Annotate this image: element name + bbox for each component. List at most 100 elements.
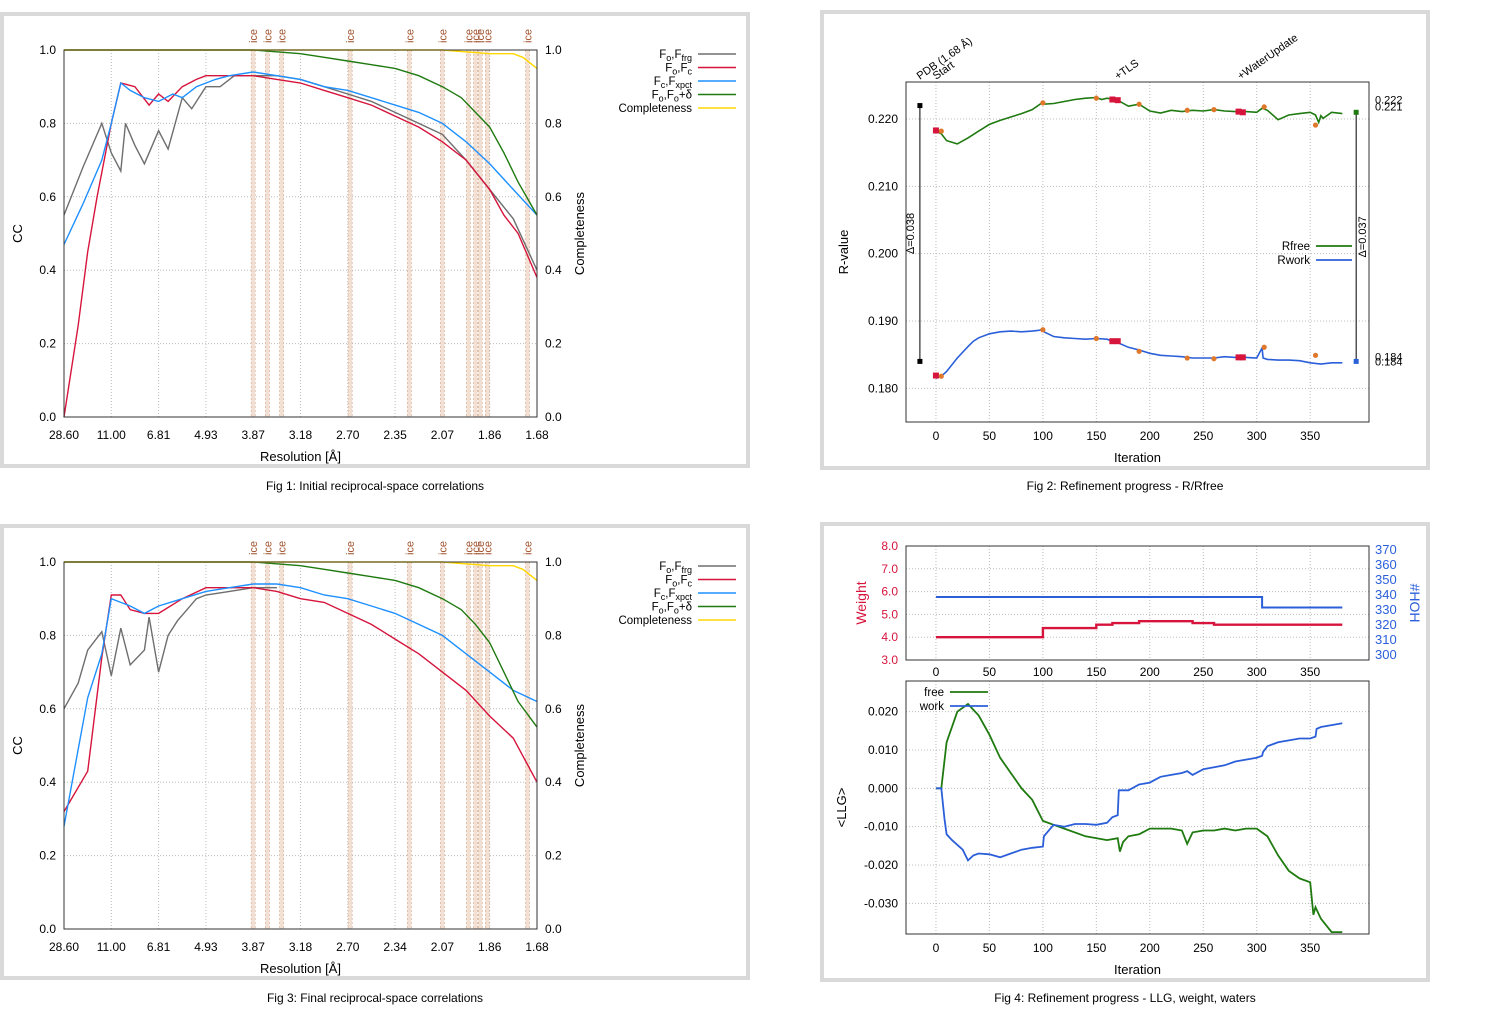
fig1-x-label: Resolution [Å]: [260, 449, 341, 464]
fig1-legend-label: Completeness: [618, 103, 692, 115]
fig2-point-red: [1114, 97, 1121, 104]
fig1-ice-label: ice: [277, 29, 289, 43]
fig3-x-tick: 11.00: [97, 940, 126, 954]
fig3-ice-label: ice: [248, 541, 260, 555]
fig2-y-tick: 0.180: [868, 381, 898, 395]
fig3-y2-tick: 0.6: [545, 702, 562, 716]
fig2-point-orange: [1040, 100, 1046, 106]
fig4-series-free: [935, 702, 1343, 934]
fig1-ice-ring: [406, 49, 412, 418]
fig4-hoh-tick: 360: [1375, 557, 1397, 572]
fig1-x-tick: 6.81: [147, 428, 171, 442]
fig3-legend-label: Fo,Fo+δ: [652, 602, 692, 616]
fig1-ice-ring: [250, 49, 256, 418]
fig3-ice-label: ice: [277, 541, 289, 555]
fig3-y-tick: 0.4: [39, 775, 56, 789]
fig3-ice-label: ice: [345, 541, 357, 555]
fig2-annotation: +TLS: [1113, 57, 1142, 82]
fig1-ice-label: ice: [523, 29, 535, 43]
fig4-weight-tick: 5.0: [881, 607, 898, 621]
fig4-weight-line: [935, 619, 1343, 639]
fig4-x-tick: 100: [1033, 941, 1053, 955]
fig4-top-x-tick: 350: [1300, 665, 1320, 679]
fig4-weight-tick: 4.0: [881, 630, 898, 644]
fig2-x-tick: 250: [1193, 429, 1213, 443]
fig4-x-label: Iteration: [1114, 962, 1161, 977]
fig2-x-tick: 100: [1033, 429, 1053, 443]
fig3-caption: Fig 3: Final reciprocal-space correlatio…: [266, 991, 484, 1005]
fig4-chart: 0 50 100 150 200 250 300 350 3.0 4.0 5.0 6.0 7.0 8.0 3…: [834, 539, 1423, 977]
fig1-panel: 28.60 11.00 6.81 4.93 3.87 3.18 2.70 2.35 2.07 1.…: [0, 12, 750, 468]
fig3-ice-label: ice: [471, 541, 483, 555]
fig4-x-tick: 250: [1193, 941, 1213, 955]
fig2-x-tick: 50: [983, 429, 997, 443]
fig2-point-end: [1353, 358, 1359, 364]
fig2-point-red: [1239, 109, 1246, 116]
fig3-ice-label: ice: [482, 541, 494, 555]
fig3-x-tick: 2.70: [336, 940, 360, 954]
fig2-point-orange: [1312, 352, 1319, 358]
fig3-ice-ring: [440, 561, 445, 930]
fig3-y2-tick: 1.0: [545, 555, 562, 569]
fig3-x-tick: 28.60: [49, 940, 79, 954]
fig4-hoh-tick: 340: [1375, 587, 1397, 602]
fig1-x-tick: 2.70: [336, 428, 360, 442]
fig3-chart: 28.60 11.00 6.81 4.93 3.87 3.18 2.70 2.34 2.07 1.…: [10, 541, 736, 976]
fig1-x-tick: 11.00: [97, 428, 126, 442]
fig3-ice-label: ice: [404, 541, 416, 555]
fig4-hoh-tick: 350: [1375, 572, 1397, 587]
fig3-y-label: CC: [10, 736, 25, 755]
fig2-y-tick: 0.220: [868, 112, 898, 126]
fig2-point-orange: [938, 128, 944, 134]
fig3-plot-frame: [63, 561, 538, 930]
fig3-series-2: [63, 583, 538, 827]
fig3-y-tick: 0.0: [39, 922, 56, 936]
fig3-y2-tick: 0.8: [545, 628, 562, 642]
fig2-point-orange: [938, 373, 944, 379]
fig2-y-tick: 0.190: [868, 314, 898, 328]
fig4-hoh-tick: 310: [1375, 632, 1397, 647]
fig1-ice-ring: [440, 49, 445, 418]
fig1-legend-label: Fo,Ffrg: [659, 49, 692, 63]
fig2-point-red: [1235, 108, 1242, 115]
fig4-weight-tick: 3.0: [881, 653, 898, 667]
fig2-point-orange: [1261, 104, 1267, 110]
fig2-point-orange: [1211, 107, 1217, 113]
fig4-top-x-tick: 200: [1140, 665, 1160, 679]
fig4-y-tick: -0.010: [864, 820, 898, 834]
fig2-point-red: [932, 127, 939, 134]
fig1-y-tick: 0.4: [39, 263, 56, 277]
fig2-point-red: [1239, 354, 1246, 361]
fig4-x-tick: 200: [1140, 941, 1160, 955]
fig3-y-tick: 0.8: [39, 628, 56, 642]
fig4-hoh-tick: 370: [1375, 542, 1397, 557]
fig2-point-orange: [1184, 355, 1190, 361]
fig1-y2-tick: 0.4: [545, 263, 562, 277]
fig4-plot-frame: [905, 680, 1370, 935]
fig2-point-red: [1109, 96, 1116, 103]
fig4-y-label: <LLG>: [834, 788, 849, 828]
fig1-series-0: [63, 75, 538, 271]
fig1-x-tick: 3.18: [289, 428, 313, 442]
fig1-series-2: [63, 71, 538, 245]
fig1-chart: 28.60 11.00 6.81 4.93 3.87 3.18 2.70 2.35 2.07 1.…: [10, 29, 736, 464]
fig3-x-label: Resolution [Å]: [260, 961, 341, 976]
fig3-panel: 28.60 11.00 6.81 4.93 3.87 3.18 2.70 2.34 2.07 1.…: [0, 524, 750, 980]
fig1-legend-label: Fc,Fxpct: [654, 76, 693, 90]
fig1-ice-label: ice: [345, 29, 357, 43]
fig2-point-red: [932, 372, 939, 379]
fig3-x-tick: 3.18: [289, 940, 313, 954]
fig3-series-0: [63, 587, 277, 710]
fig2-point-orange: [1093, 95, 1099, 101]
fig2-point-orange: [1040, 327, 1046, 333]
fig3-ice-ring: [473, 561, 478, 930]
fig2-point-orange: [1211, 356, 1217, 362]
fig4-y-tick: -0.030: [864, 896, 898, 910]
fig1-ice-ring: [525, 49, 530, 418]
fig1-legend-label: Fo,Fc: [665, 63, 692, 77]
fig2-point-red: [1114, 338, 1121, 345]
fig1-y2-tick: 0.6: [545, 190, 562, 204]
fig1-ice-ring: [473, 49, 478, 418]
fig3-y2-label: Completeness: [572, 703, 587, 787]
fig3-y2-tick: 0.4: [545, 775, 562, 789]
